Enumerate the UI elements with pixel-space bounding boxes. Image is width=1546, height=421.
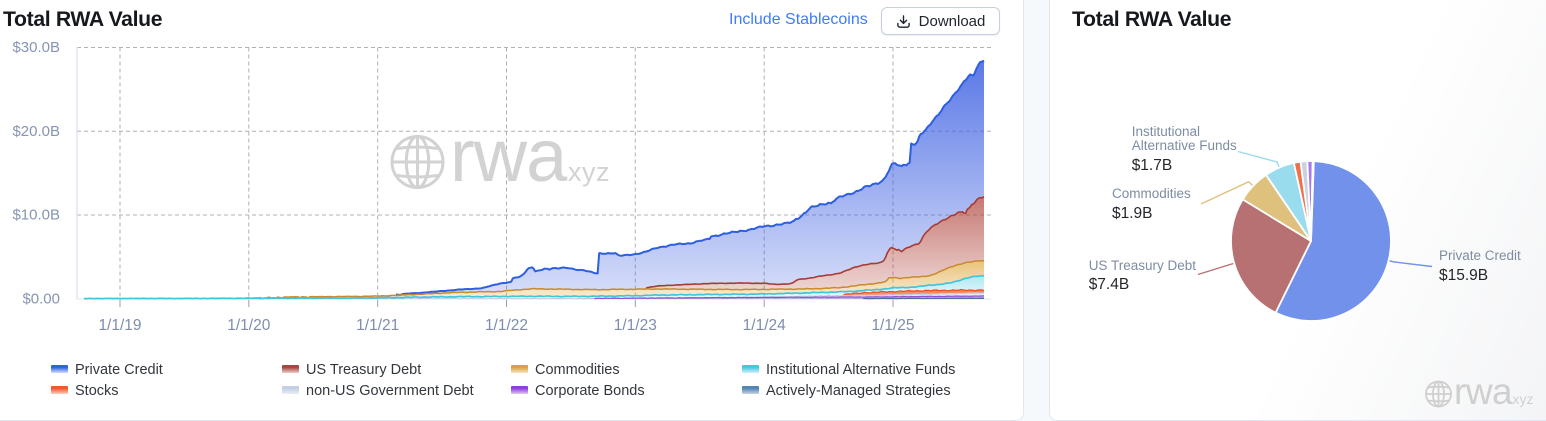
svg-text:1/1/23: 1/1/23 — [614, 317, 657, 334]
svg-text:$30.0B: $30.0B — [12, 39, 60, 56]
svg-text:.xyz: .xyz — [560, 157, 610, 187]
svg-text:rwa: rwa — [450, 114, 568, 197]
svg-text:$0.00: $0.00 — [22, 291, 60, 308]
svg-text:1/1/19: 1/1/19 — [98, 317, 141, 334]
svg-text:1/1/20: 1/1/20 — [227, 317, 270, 334]
svg-text:$10.0B: $10.0B — [12, 207, 60, 224]
svg-text:rwa: rwa — [1454, 371, 1513, 411]
svg-text:1/1/21: 1/1/21 — [356, 317, 399, 334]
svg-text:1/1/22: 1/1/22 — [485, 317, 528, 334]
svg-text:1/1/25: 1/1/25 — [871, 317, 914, 334]
svg-text:$20.0B: $20.0B — [12, 123, 60, 140]
svg-text:.xyz: .xyz — [1509, 392, 1534, 407]
svg-text:1/1/24: 1/1/24 — [743, 317, 786, 334]
